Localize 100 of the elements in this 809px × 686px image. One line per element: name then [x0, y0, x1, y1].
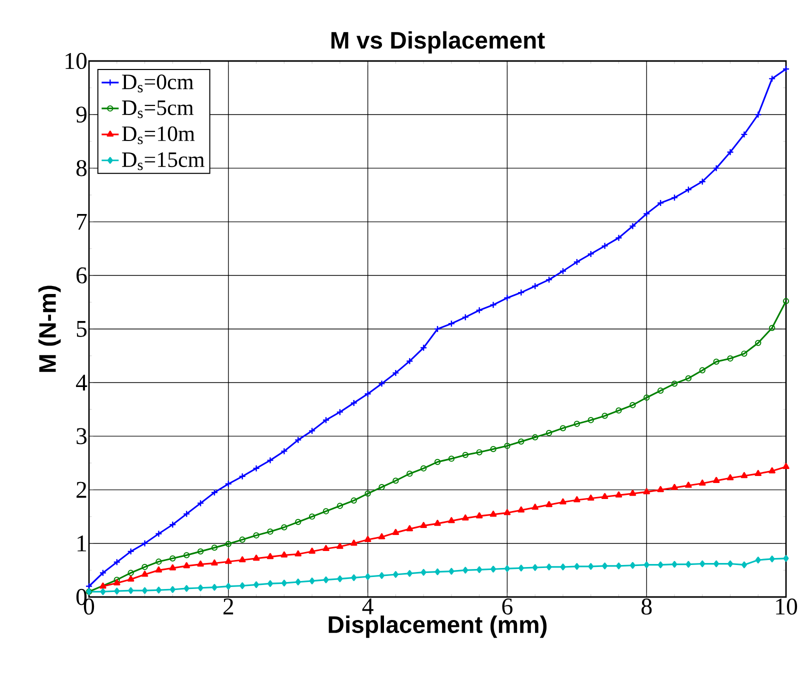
point [726, 148, 734, 156]
point [141, 540, 148, 547]
point [671, 484, 678, 490]
point [629, 222, 636, 230]
point [448, 456, 455, 462]
point [142, 564, 148, 570]
y-tick-label: 7 [77, 214, 87, 230]
point [224, 480, 232, 488]
point [699, 367, 706, 374]
point [754, 111, 762, 118]
point [629, 490, 636, 496]
point [253, 532, 260, 538]
point [462, 566, 468, 574]
point [336, 408, 344, 416]
point [783, 555, 789, 562]
point [420, 465, 427, 472]
point [616, 562, 622, 570]
x-tick-label: 6 [502, 598, 512, 615]
y-tick-label: 2 [76, 482, 86, 498]
point [643, 210, 650, 218]
point [768, 324, 776, 332]
point [434, 325, 442, 333]
point [211, 559, 218, 566]
point [225, 558, 232, 564]
point [238, 472, 246, 480]
point [266, 456, 274, 464]
point [782, 462, 790, 470]
point [560, 498, 566, 504]
point [183, 552, 190, 558]
point [434, 520, 441, 526]
point [754, 470, 762, 476]
point [170, 586, 176, 593]
point [504, 509, 511, 516]
point [99, 569, 107, 576]
point [630, 562, 636, 569]
point [532, 564, 538, 571]
point [267, 528, 274, 535]
point [587, 494, 594, 501]
point [546, 501, 552, 508]
y-tick-label: 9 [76, 106, 86, 123]
point [644, 394, 650, 401]
point [462, 514, 469, 520]
point [768, 467, 776, 474]
point [656, 199, 664, 207]
point [392, 528, 400, 535]
point [128, 587, 134, 594]
point [238, 556, 246, 562]
point [518, 438, 524, 445]
point [601, 492, 608, 500]
point [169, 521, 176, 528]
point [351, 574, 357, 582]
point [364, 536, 372, 542]
point [574, 496, 580, 502]
point [169, 564, 176, 570]
point [601, 242, 608, 250]
point [378, 380, 386, 388]
point [336, 542, 344, 549]
point [226, 582, 232, 590]
point [252, 464, 260, 472]
point [504, 442, 510, 449]
point [170, 555, 176, 562]
point [672, 560, 678, 568]
x-axis-title: Displacement (mm) [328, 616, 547, 638]
point [141, 570, 148, 577]
y-axis-title: M (N-m) [38, 286, 61, 372]
point [266, 553, 274, 560]
point [657, 388, 664, 394]
point [616, 407, 622, 414]
point [197, 548, 204, 555]
legend-label: D$_{s}$=10m [122, 126, 195, 144]
point [198, 584, 204, 592]
point [128, 570, 134, 576]
point [378, 533, 386, 540]
point [155, 566, 162, 572]
point [323, 576, 329, 584]
point [252, 554, 260, 561]
legend-label: D$_{s}$=0cm [122, 74, 194, 92]
point [434, 568, 440, 576]
chart-title: M vs Displacement [331, 31, 545, 54]
x-tick-label: 8 [642, 598, 652, 615]
y-tick-label: 8 [76, 160, 87, 176]
point [685, 482, 692, 488]
point [392, 369, 400, 377]
point [113, 579, 120, 586]
point [490, 446, 496, 452]
point [308, 427, 316, 434]
point [574, 563, 580, 570]
point [532, 434, 538, 440]
point [114, 576, 120, 583]
point [741, 350, 748, 357]
point [420, 522, 427, 528]
y-tick-label: 5 [76, 321, 87, 337]
point [308, 548, 316, 554]
point [657, 486, 664, 492]
point [392, 571, 398, 578]
point [768, 75, 776, 82]
point [182, 510, 190, 518]
point [769, 556, 775, 562]
point [448, 517, 455, 524]
point [518, 564, 524, 572]
